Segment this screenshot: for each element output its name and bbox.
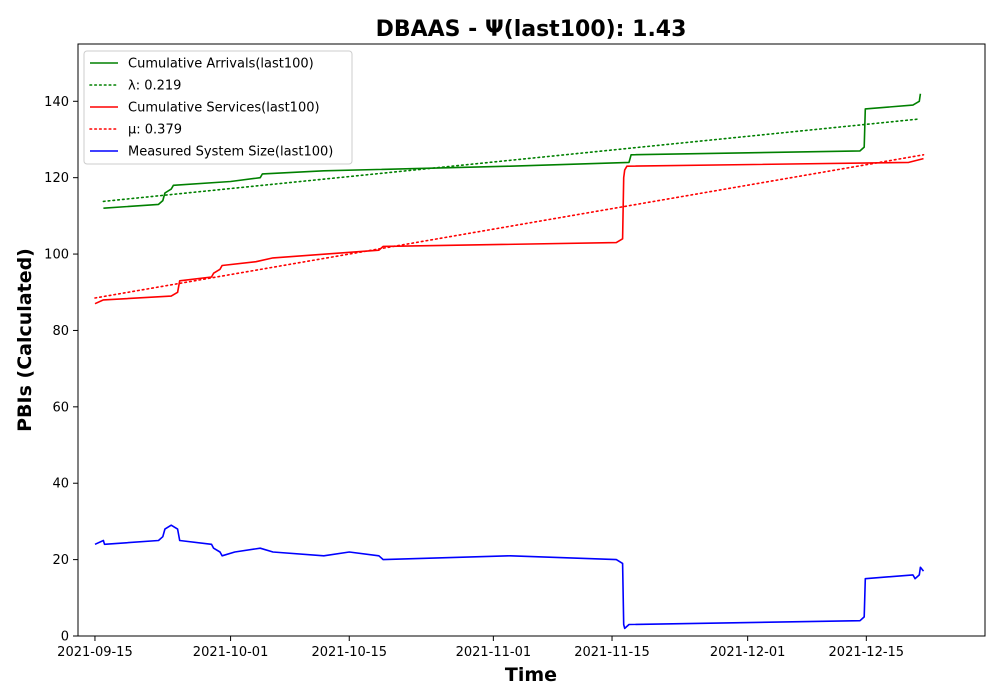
plot-area	[94, 93, 925, 630]
legend-label: Measured System Size(last100)	[128, 145, 333, 160]
x-tick-label: 2021-11-15	[574, 645, 650, 660]
x-tick-label: 2021-12-01	[710, 645, 786, 660]
x-tick-label: 2021-10-15	[311, 645, 387, 660]
y-axis-label: PBIs (Calculated)	[14, 248, 36, 432]
y-tick-label: 0	[61, 630, 69, 645]
y-tick-label: 20	[52, 553, 69, 568]
series-line-0-379	[94, 154, 925, 299]
y-tick-label: 60	[52, 400, 69, 415]
y-tick-label: 140	[44, 95, 69, 110]
legend-label: Cumulative Arrivals(last100)	[128, 57, 314, 72]
series-line-measured-system-size-last100	[94, 524, 925, 630]
series-line-0-219	[102, 118, 918, 203]
legend-label: μ: 0.379	[128, 123, 182, 138]
legend-frame	[83, 50, 353, 165]
x-tick-label: 2021-12-15	[829, 645, 905, 660]
y-axis: 0 20 40 60 80 100 120 140	[44, 95, 78, 645]
x-tick-label: 2021-11-01	[456, 645, 532, 660]
y-tick-label: 100	[44, 248, 69, 263]
x-tick-label: 2021-10-01	[193, 645, 269, 660]
chart-title: DBAAS - Ψ(last100): 1.43	[376, 17, 687, 42]
plot-frame	[77, 43, 986, 637]
y-tick-label: 40	[52, 477, 69, 492]
y-tick-label: 80	[52, 324, 69, 339]
legend-label: Cumulative Services(last100)	[128, 101, 320, 116]
x-axis: 2021-09-15 2021-10-01 2021-10-15 2021-11-01…	[57, 636, 904, 660]
x-axis-label: Time	[505, 664, 557, 686]
series-line-cumulative-services-last100	[94, 157, 924, 305]
y-tick-label: 120	[44, 171, 69, 186]
legend: Cumulative Arrivals(last100) λ: 0.219 Cumu…	[83, 50, 353, 165]
legend-label: λ: 0.219	[128, 79, 181, 94]
series-line-cumulative-arrivals-last100	[103, 93, 922, 209]
x-tick-label: 2021-09-15	[57, 645, 133, 660]
